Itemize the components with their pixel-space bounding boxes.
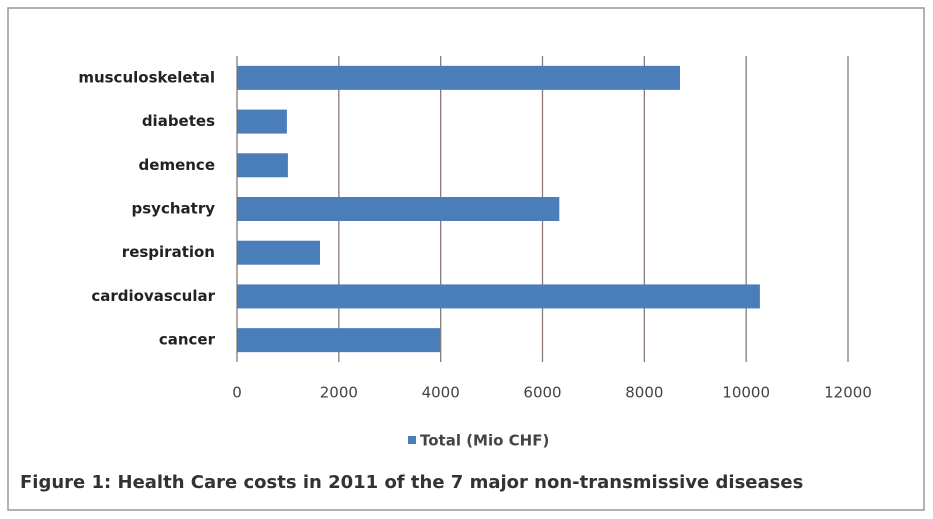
bar [237, 284, 760, 309]
bar [237, 328, 441, 353]
legend-label: Total (Mio CHF) [420, 432, 549, 450]
y-tick-label: demence [139, 156, 215, 174]
bar [237, 65, 680, 90]
y-tick-label: respiration [122, 243, 215, 261]
bar [237, 109, 287, 134]
y-tick-label: psychatry [132, 200, 216, 218]
x-tick-label: 10000 [722, 384, 770, 402]
bar [237, 240, 320, 265]
x-tick-label: 8000 [625, 384, 663, 402]
y-tick-label: cardiovascular [91, 287, 215, 305]
x-tick-label: 4000 [422, 384, 460, 402]
y-tick-label: musculoskeletal [78, 68, 215, 86]
y-tick-label: diabetes [142, 112, 215, 130]
x-tick-label: 0 [232, 384, 242, 402]
y-tick-label: cancer [159, 331, 216, 349]
legend-swatch [408, 436, 416, 444]
frame [7, 7, 925, 511]
x-tick-label: 6000 [523, 384, 561, 402]
bar [237, 197, 560, 221]
bar [237, 153, 288, 178]
x-tick-label: 2000 [320, 384, 358, 402]
caption: Figure 1: Health Care costs in 2011 of t… [20, 472, 803, 493]
x-tick-label: 12000 [824, 384, 872, 402]
